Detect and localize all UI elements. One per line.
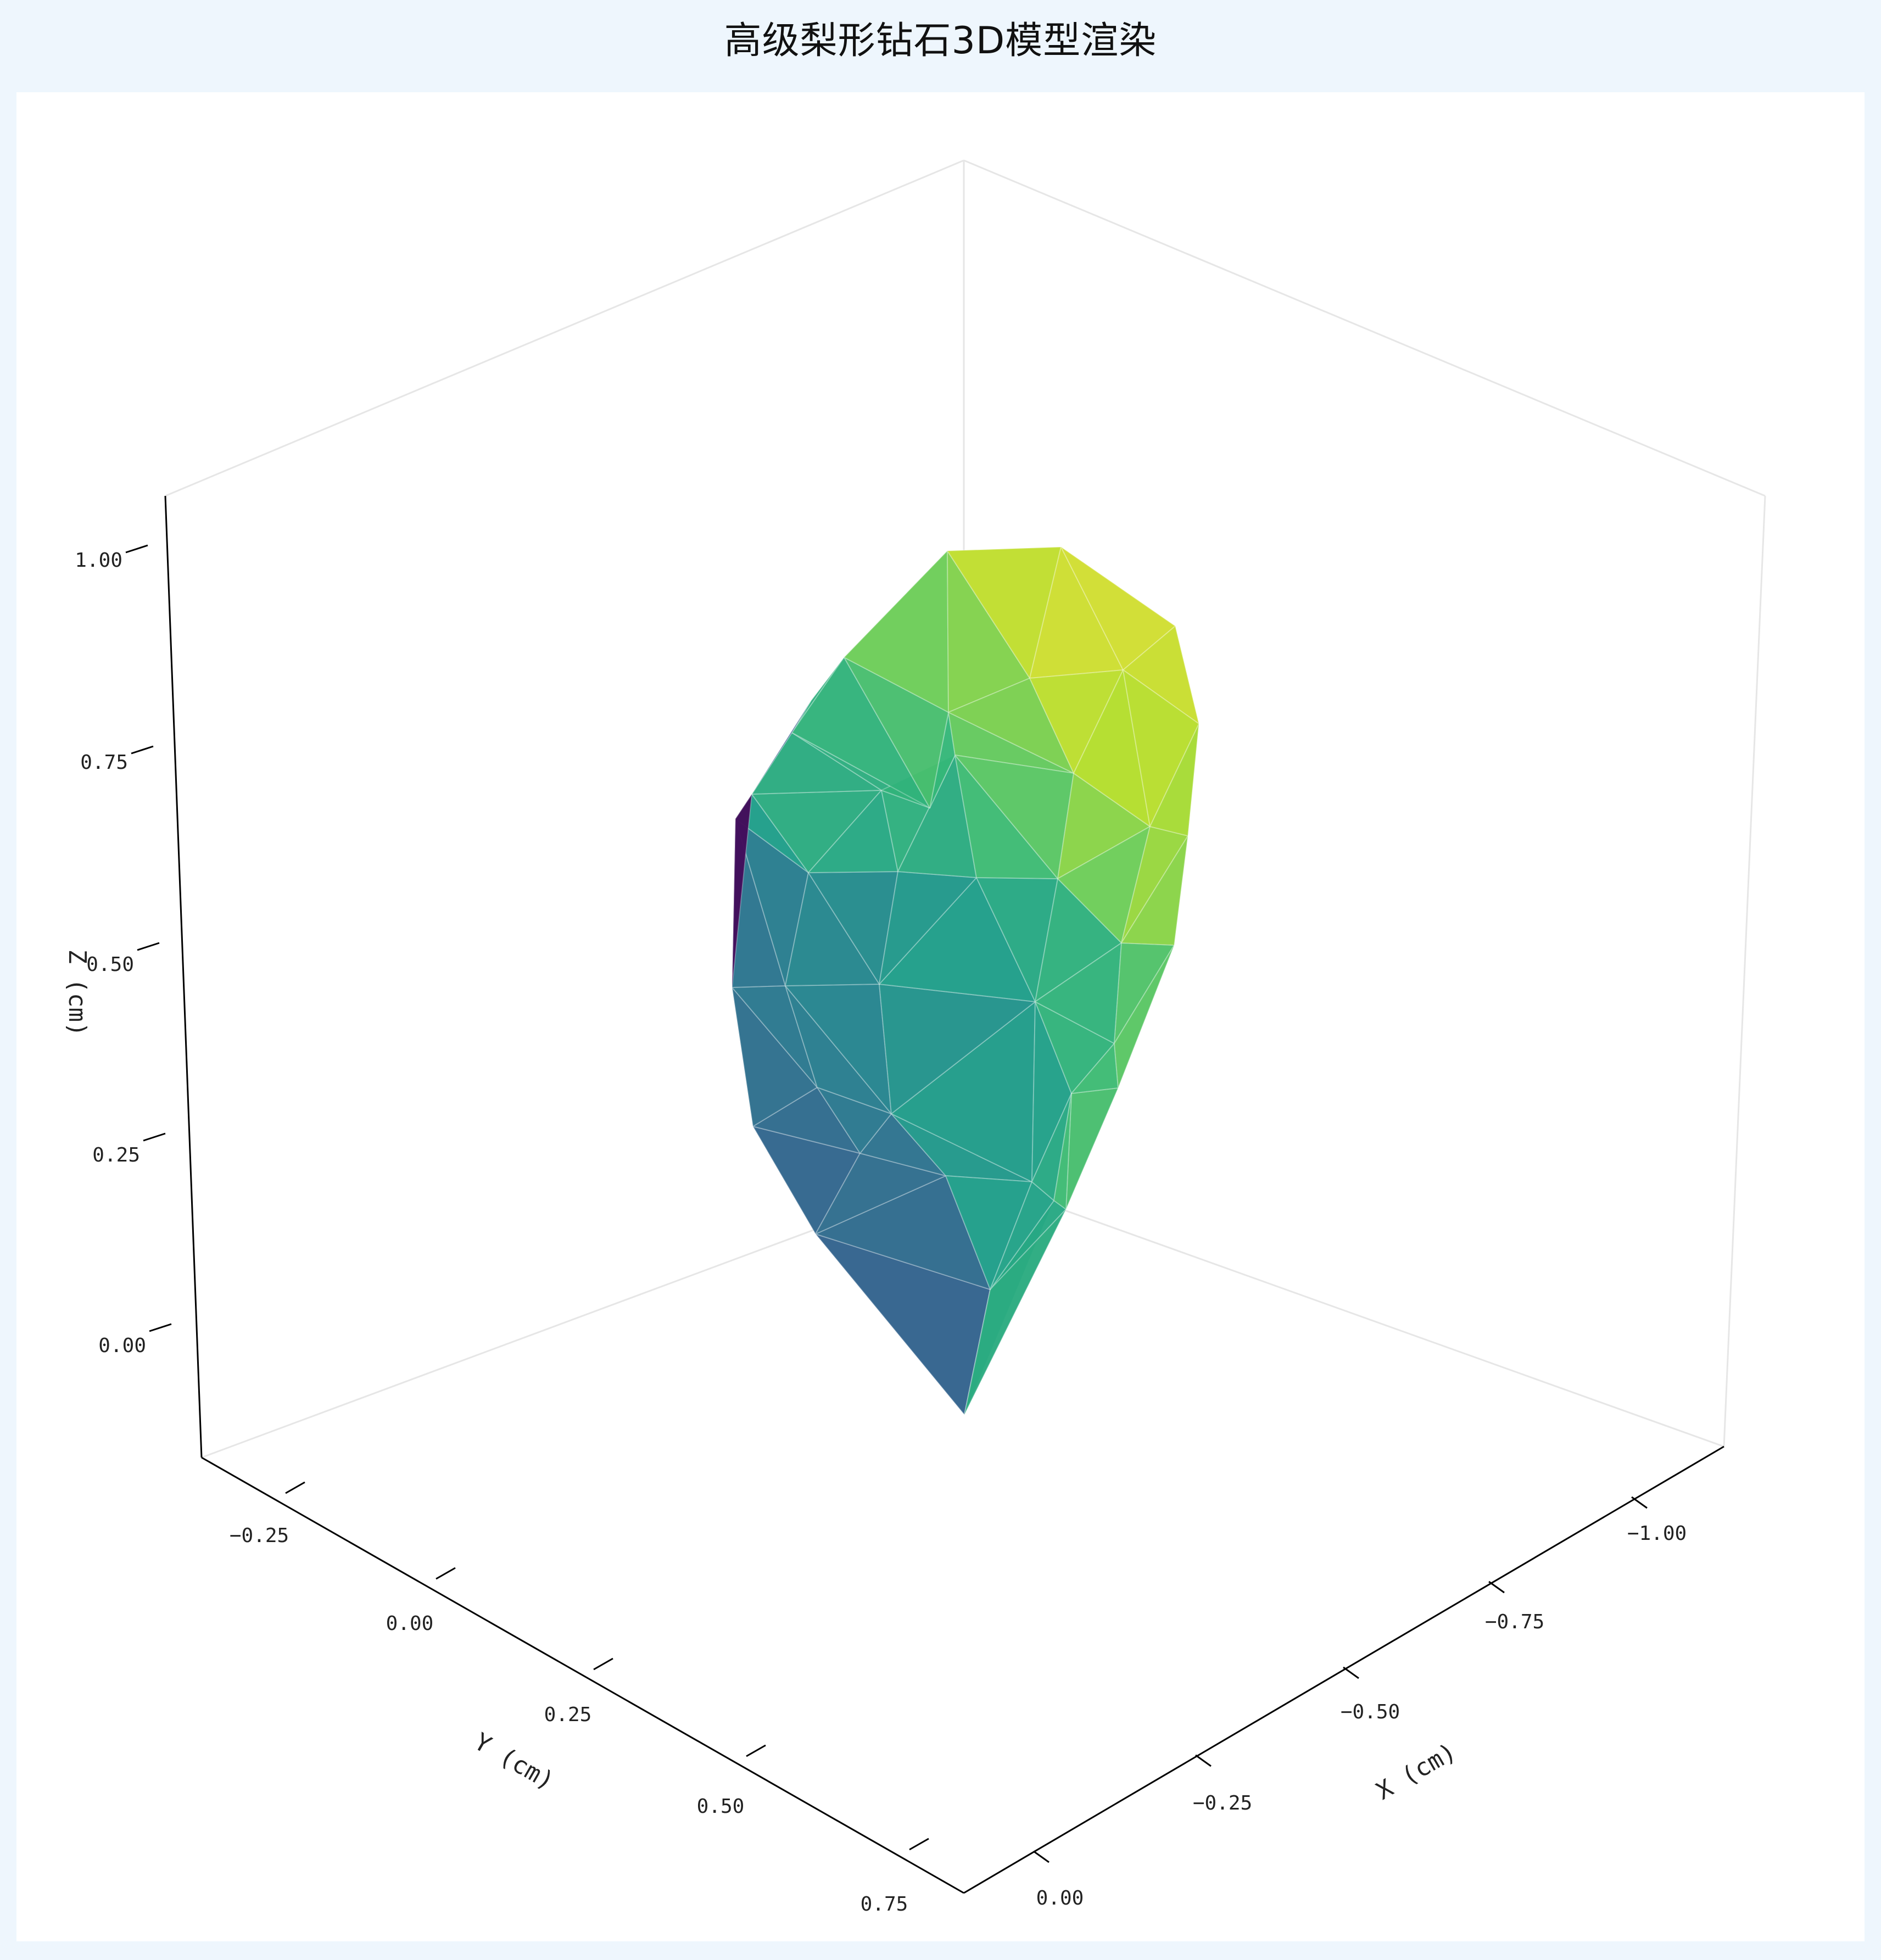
y-tick-label: 0.75 <box>861 1893 908 1916</box>
tick-mark <box>909 1838 929 1851</box>
pane-edge <box>165 159 964 497</box>
tick-mark <box>1488 1581 1505 1594</box>
tick-mark <box>1033 1850 1050 1863</box>
z-tick-label: 1.00 <box>75 549 122 572</box>
plot-3d-axes[interactable]: 0.00 0.25 0.50 0.75 1.00 −0.25 0.00 0.25… <box>16 92 1865 1941</box>
z-tick-label: 0.25 <box>92 1144 140 1166</box>
tick-mark <box>143 1132 166 1142</box>
chart-title: 高级梨形钻石3D模型渲染 <box>724 19 1157 63</box>
mesh-facet <box>751 701 811 795</box>
mesh-facet <box>1149 723 1199 836</box>
z-axis-label: Z (cm) <box>63 950 91 1037</box>
x-tick-label: −0.50 <box>1341 1701 1400 1723</box>
pane-edge <box>963 1173 1724 1448</box>
tick-mark <box>436 1567 456 1580</box>
x-tick-label: −0.75 <box>1485 1611 1544 1633</box>
y-axis-line <box>201 1456 964 1894</box>
mesh-facet <box>732 794 752 988</box>
tick-mark <box>746 1744 766 1757</box>
pane-edge <box>963 159 1766 497</box>
pane-edge <box>1723 495 1766 1447</box>
mesh-facet <box>1121 835 1188 946</box>
mesh-facet <box>1065 1087 1119 1210</box>
y-tick-label: 0.50 <box>697 1795 745 1818</box>
tick-mark <box>593 1657 613 1671</box>
y-tick-label: 0.00 <box>386 1612 434 1635</box>
tick-mark <box>1343 1666 1359 1679</box>
axes <box>164 495 1724 1894</box>
plot-panel: 0.00 0.25 0.50 0.75 1.00 −0.25 0.00 0.25… <box>16 92 1865 1941</box>
x-axis-label: X (cm) <box>1371 1738 1461 1806</box>
mesh-facet <box>964 1209 1067 1415</box>
tick-mark <box>149 1323 172 1332</box>
tick-mark <box>125 544 148 554</box>
x-tick-label: 0.00 <box>1036 1887 1084 1909</box>
y-tick-label: −0.25 <box>230 1525 289 1547</box>
z-axis-line <box>164 495 203 1458</box>
x-tick-label: −1.00 <box>1627 1522 1687 1545</box>
x-axis-line <box>963 1445 1724 1894</box>
z-tick-label: 0.50 <box>86 953 134 976</box>
tick-mark <box>137 942 160 951</box>
diamond-mesh[interactable] <box>732 546 1199 1415</box>
mesh-facet <box>1114 945 1175 1088</box>
y-axis-label: Y (cm) <box>470 1728 559 1796</box>
tick-mark <box>131 745 154 755</box>
tick-marks <box>125 544 1648 1863</box>
y-tick-label: 0.25 <box>544 1704 592 1726</box>
z-tick-label: 0.75 <box>80 751 128 774</box>
tick-mark <box>1195 1754 1212 1767</box>
z-tick-label: 0.00 <box>98 1334 146 1357</box>
tick-mark <box>1631 1496 1648 1509</box>
tick-labels: 0.00 0.25 0.50 0.75 1.00 −0.25 0.00 0.25… <box>75 549 1687 1916</box>
x-tick-label: −0.25 <box>1193 1792 1252 1814</box>
mesh-facet <box>1053 1093 1072 1210</box>
tick-mark <box>285 1481 305 1494</box>
